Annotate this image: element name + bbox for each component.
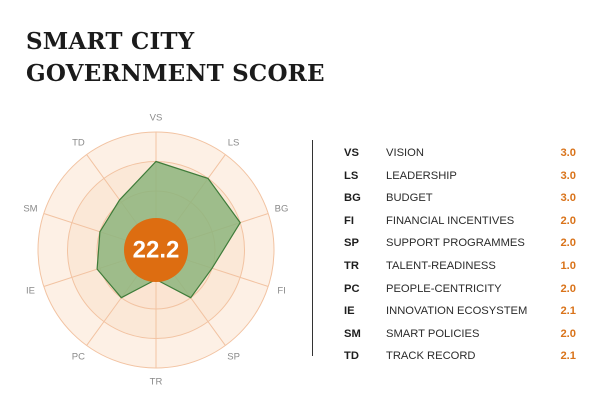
legend-value: 2.0	[560, 327, 576, 340]
axis-label-tr: TR	[150, 377, 163, 388]
legend-row: BG BUDGET 3.0	[344, 187, 576, 210]
legend-row: VS VISION 3.0	[344, 142, 576, 165]
legend-row: TD TRACK RECORD 2.1	[344, 345, 576, 368]
legend-row: PC PEOPLE-CENTRICITY 2.0	[344, 278, 576, 301]
legend-name: TALENT-READINESS	[386, 259, 496, 272]
axis-label-ie: IE	[26, 285, 35, 296]
legend-code: BG	[344, 192, 361, 205]
legend-name: INNOVATION ECOSYSTEM	[386, 305, 528, 318]
axis-label-sm: SM	[23, 204, 37, 215]
legend-value: 2.0	[560, 214, 576, 227]
title-line-1: SMART CITY	[26, 28, 195, 55]
axis-label-pc: PC	[72, 351, 85, 362]
page-title: SMART CITY GOVERNMENT SCORE	[26, 26, 325, 90]
legend-name: SMART POLICIES	[386, 327, 480, 340]
legend-code: LS	[344, 169, 359, 182]
total-score: 22.2	[133, 236, 180, 263]
legend-value: 1.0	[560, 259, 576, 272]
legend-value: 2.0	[560, 237, 576, 250]
legend-code: PC	[344, 282, 360, 295]
legend-row: SP SUPPORT PROGRAMMES 2.0	[344, 232, 576, 255]
axis-label-fi: FI	[277, 285, 285, 296]
legend-value: 2.1	[560, 305, 576, 318]
legend-value: 3.0	[560, 192, 576, 205]
score-legend: VS VISION 3.0 LS LEADERSHIP 3.0 BG BUDGET 3.0 FI F…	[344, 142, 576, 368]
legend-name: FINANCIAL INCENTIVES	[386, 214, 515, 227]
legend-value: 3.0	[560, 147, 576, 159]
legend-row: FI FINANCIAL INCENTIVES 2.0	[344, 210, 576, 233]
radar-axis-labels: VS LS BG FI SP TR PC IE SM TD	[23, 113, 288, 388]
legend-name: BUDGET	[386, 192, 433, 205]
legend-name: VISION	[386, 147, 424, 159]
axis-label-ls: LS	[228, 138, 240, 149]
legend-code: VS	[344, 147, 359, 159]
legend-name: SUPPORT PROGRAMMES	[386, 237, 525, 250]
radar-chart: VS LS BG FI SP TR PC IE SM TD 22.2	[23, 113, 288, 388]
score-circle	[124, 218, 188, 282]
legend-row: SM SMART POLICIES 2.0	[344, 323, 576, 346]
divider	[312, 140, 313, 356]
legend-value: 2.0	[560, 282, 576, 295]
legend-code: TR	[344, 259, 359, 272]
legend-code: TD	[344, 350, 359, 363]
legend-code: IE	[344, 305, 355, 318]
legend-row: LS LEADERSHIP 3.0	[344, 165, 576, 188]
legend-code: FI	[344, 214, 354, 227]
legend-code: SM	[344, 327, 361, 340]
axis-label-td: TD	[72, 138, 85, 149]
legend-code: SP	[344, 237, 359, 250]
legend-row: IE INNOVATION ECOSYSTEM 2.1	[344, 300, 576, 323]
legend-value: 3.0	[560, 169, 576, 182]
score-badge: 22.2	[124, 218, 188, 282]
axis-label-bg: BG	[275, 204, 289, 215]
axis-label-sp: SP	[227, 351, 240, 362]
legend-name: LEADERSHIP	[386, 169, 457, 182]
legend-name: TRACK RECORD	[386, 350, 476, 363]
axis-label-vs: VS	[150, 113, 163, 124]
legend-value: 2.1	[560, 350, 576, 363]
title-line-2: GOVERNMENT SCORE	[26, 60, 325, 87]
legend-name: PEOPLE-CENTRICITY	[386, 282, 502, 295]
legend-row: TR TALENT-READINESS 1.0	[344, 255, 576, 278]
